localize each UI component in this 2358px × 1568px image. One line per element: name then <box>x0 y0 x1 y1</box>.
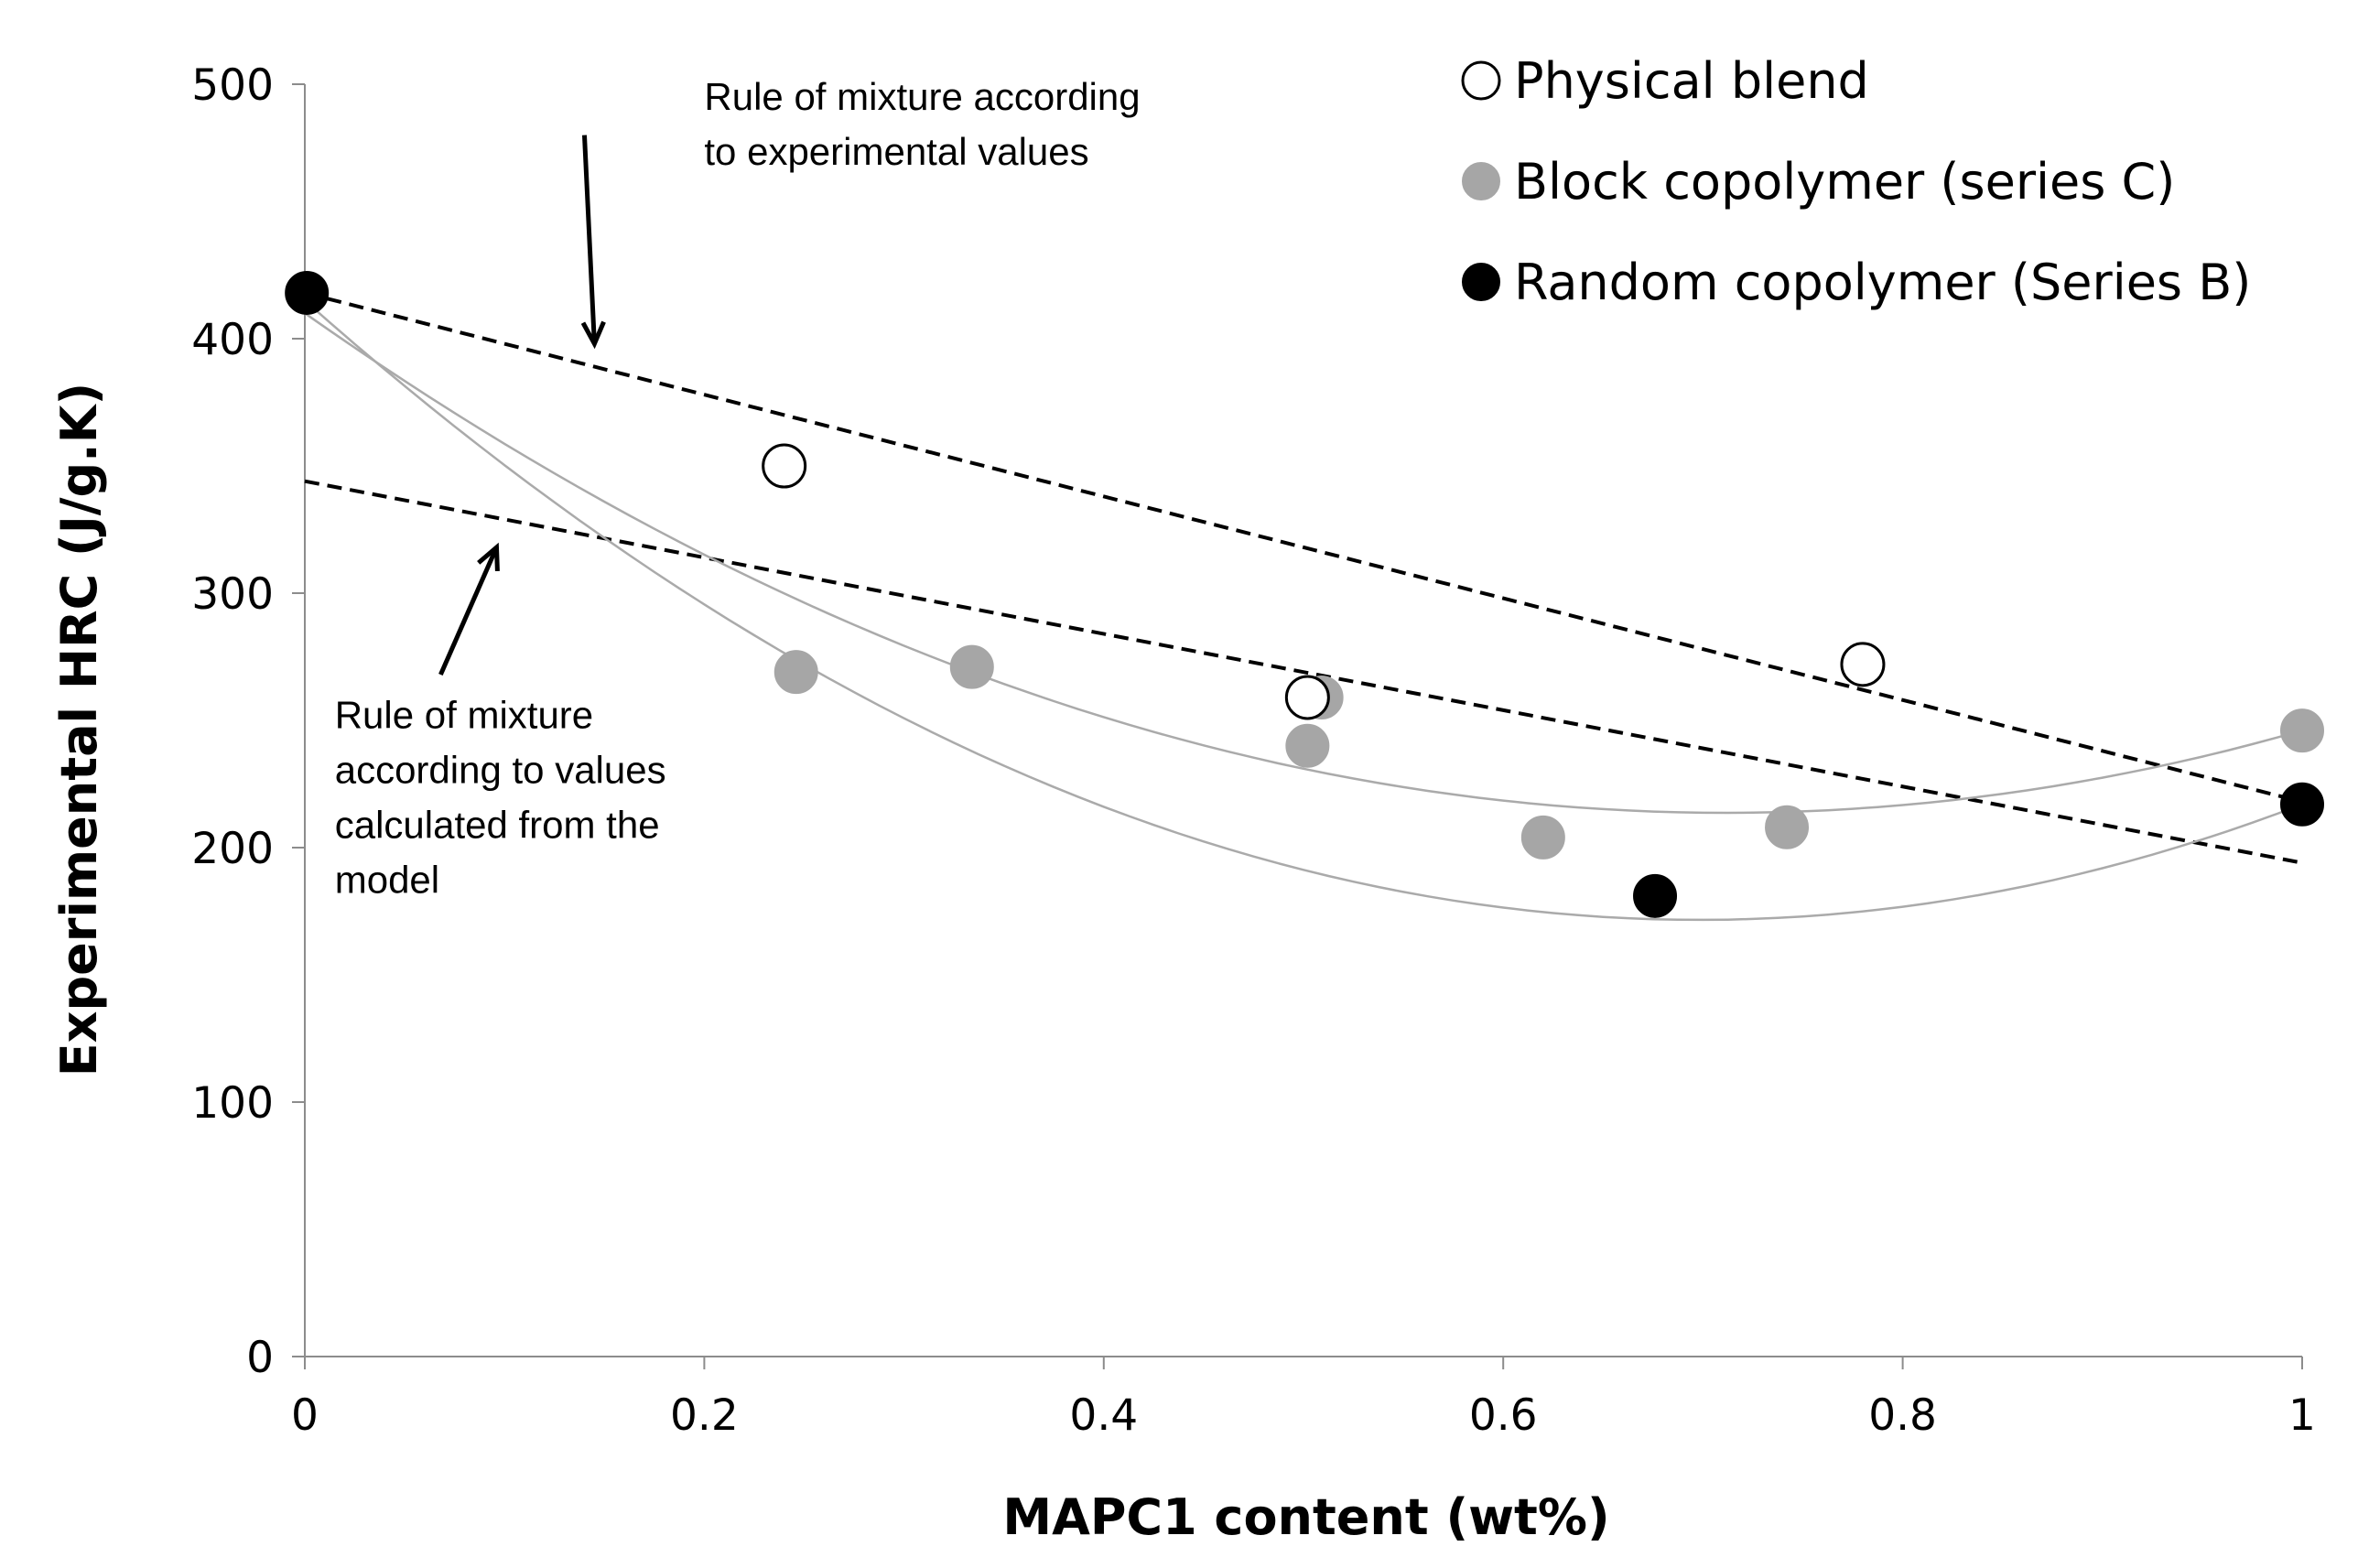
point-block-copolymer-series-c- <box>2280 708 2324 753</box>
rule-model-arrow-shaft <box>438 546 499 676</box>
y-tick-label: 400 <box>191 315 274 365</box>
y-axis-title: Experimental HRC (J/g.K) <box>50 383 108 1076</box>
annotation-line: to experimental values <box>704 130 1088 173</box>
x-tick-label: 0.8 <box>1868 1390 1937 1441</box>
annotation-line: model <box>335 858 439 901</box>
y-tick-label: 500 <box>191 60 274 111</box>
axes: 0 100 200 300 400 500 0 0.2 0.4 0.6 0.8 1 MAPC1 cont… <box>50 60 2316 1546</box>
point-physical-blend <box>762 443 807 489</box>
rule-line-model <box>304 479 2303 865</box>
point-block-copolymer-series-c- <box>1520 815 1565 860</box>
rule-experimental-arrow-head <box>580 320 606 350</box>
y-tick-label: 200 <box>191 824 274 874</box>
trend-curve-random-trend <box>304 299 2303 922</box>
rule-experimental-arrow-shaft <box>581 135 597 344</box>
x-tick-label: 0.4 <box>1069 1390 1138 1441</box>
point-block-copolymer-series-c- <box>949 644 994 689</box>
annotation-rule-experimental: Rule of mixture according to experimental… <box>704 75 1140 173</box>
x-tick-label: 0.2 <box>670 1390 739 1441</box>
y-tick-label: 100 <box>191 1078 274 1129</box>
point-random-copolymer-series-b- <box>285 270 330 315</box>
rule-of-mixture-lines <box>304 291 2303 865</box>
legend-marker-2 <box>1462 263 1500 301</box>
annotation-line: Rule of mixture <box>335 693 593 736</box>
point-block-copolymer-series-c- <box>773 650 818 695</box>
trend-curves <box>304 299 2303 922</box>
point-block-copolymer-series-c- <box>1765 805 1810 849</box>
annotation-line: according to values <box>335 748 666 791</box>
y-tick-label: 300 <box>191 569 274 620</box>
point-random-copolymer-series-b- <box>1633 873 1678 918</box>
legend: Physical blend Block copolymer (series C)… <box>1461 52 2251 311</box>
x-tick-label: 0 <box>291 1390 319 1441</box>
x-tick-label: 1 <box>2288 1390 2316 1441</box>
annotations: Rule of mixture according to experimental… <box>335 75 1141 902</box>
y-tick-label: 0 <box>246 1333 274 1383</box>
legend-label-1: Block copolymer (series C) <box>1514 153 2175 211</box>
annotation-line: calculated from the <box>335 803 660 846</box>
trend-curve-block-trend <box>304 312 2303 815</box>
point-block-copolymer-series-c- <box>1285 723 1330 768</box>
legend-marker-1 <box>1462 162 1500 200</box>
x-tick-label: 0.6 <box>1469 1390 1538 1441</box>
point-physical-blend <box>1284 675 1330 720</box>
rule-model-arrow-head <box>477 542 500 572</box>
annotation-rule-model: Rule of mixture according to values calcul… <box>335 693 666 901</box>
point-random-copolymer-series-b- <box>2280 782 2324 827</box>
x-axis-title: MAPC1 content (wt%) <box>1002 1488 1609 1546</box>
legend-marker-0 <box>1461 60 1501 101</box>
legend-label-2: Random copolymer (Series B) <box>1514 254 2251 311</box>
annotation-line: Rule of mixture according <box>704 75 1140 118</box>
rule-line-experimental <box>304 291 2303 804</box>
point-physical-blend <box>1840 642 1886 687</box>
legend-label-0: Physical blend <box>1514 52 1869 110</box>
data-points <box>285 270 2324 918</box>
